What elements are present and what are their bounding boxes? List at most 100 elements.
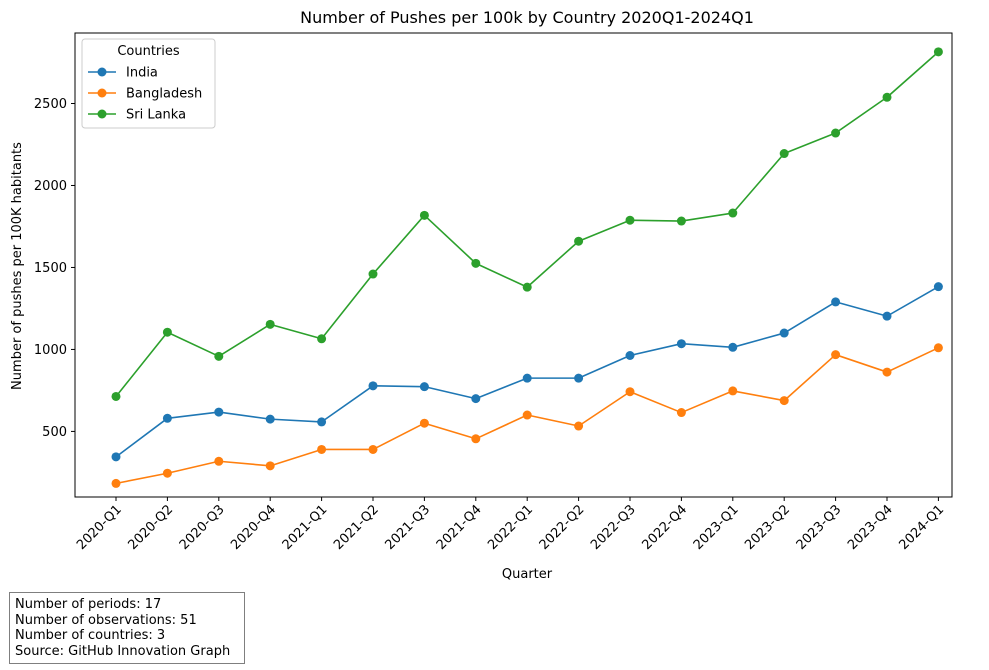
data-point xyxy=(368,381,378,391)
x-tick-label: 2020-Q2 xyxy=(125,502,176,553)
legend-item: India xyxy=(88,66,158,81)
data-point xyxy=(471,258,481,268)
data-point xyxy=(779,149,789,159)
info-line-countries: Number of countries: 3 xyxy=(15,628,166,643)
x-tick-label: 2021-Q2 xyxy=(331,502,382,553)
series-line xyxy=(115,285,939,458)
data-point xyxy=(214,407,224,417)
y-tick-label: 2000 xyxy=(34,179,67,194)
y-tick-label: 500 xyxy=(42,425,67,440)
series-bangladesh xyxy=(111,343,943,488)
x-tick-label: 2023-Q2 xyxy=(742,502,793,553)
data-point xyxy=(522,373,532,383)
legend-marker xyxy=(97,67,107,77)
x-tick-label: 2022-Q2 xyxy=(537,502,588,553)
data-point xyxy=(214,456,224,466)
data-point xyxy=(728,386,738,396)
info-box: Number of periods: 17 Number of observat… xyxy=(9,592,245,664)
data-point xyxy=(676,408,686,418)
data-point xyxy=(625,387,635,397)
x-tick-label: 2023-Q4 xyxy=(845,502,896,553)
data-point xyxy=(111,391,121,401)
series-sri-lanka xyxy=(111,47,943,401)
data-point xyxy=(779,396,789,406)
data-point xyxy=(831,128,841,138)
data-point xyxy=(214,351,224,361)
data-point xyxy=(831,297,841,307)
x-tick-label: 2020-Q4 xyxy=(228,502,279,553)
plot-frame xyxy=(74,32,953,498)
chart-title: Number of Pushes per 100k by Country 202… xyxy=(300,8,754,27)
data-point xyxy=(265,461,275,471)
data-point xyxy=(471,394,481,404)
legend-marker xyxy=(97,88,107,98)
data-point xyxy=(779,328,789,338)
data-point xyxy=(368,269,378,279)
x-tick-label: 2023-Q1 xyxy=(691,502,742,553)
legend-label: Sri Lanka xyxy=(126,108,186,123)
x-tick-label: 2020-Q3 xyxy=(177,502,228,553)
x-tick-label: 2021-Q4 xyxy=(434,502,485,553)
data-point xyxy=(933,282,943,292)
x-tick-label: 2023-Q3 xyxy=(794,502,845,553)
series-line xyxy=(115,51,939,397)
legend-label: India xyxy=(126,66,158,81)
legend-item: Bangladesh xyxy=(88,87,202,102)
data-point xyxy=(933,47,943,57)
legend-item: Sri Lanka xyxy=(88,108,186,123)
data-point xyxy=(111,452,121,462)
data-point xyxy=(162,327,172,337)
data-point xyxy=(162,413,172,423)
data-point xyxy=(265,319,275,329)
series-india xyxy=(111,282,943,462)
data-point xyxy=(111,478,121,488)
data-point xyxy=(625,351,635,361)
x-tick-label: 2022-Q1 xyxy=(485,502,536,553)
data-point xyxy=(471,434,481,444)
x-tick-label: 2021-Q3 xyxy=(382,502,433,553)
data-point xyxy=(882,367,892,377)
x-tick-label: 2024-Q1 xyxy=(896,502,947,553)
data-point xyxy=(676,216,686,226)
info-line-source: Source: GitHub Innovation Graph xyxy=(15,643,231,659)
data-point xyxy=(162,468,172,478)
data-point xyxy=(831,350,841,360)
data-point xyxy=(522,410,532,420)
data-point xyxy=(317,334,327,344)
data-point xyxy=(882,311,892,321)
x-tick-label: 2021-Q1 xyxy=(280,502,331,553)
data-point xyxy=(419,382,429,392)
data-point xyxy=(317,417,327,427)
x-tick-label: 2022-Q4 xyxy=(639,502,690,553)
data-point xyxy=(676,339,686,349)
data-point xyxy=(419,418,429,428)
x-tick-label: 2022-Q3 xyxy=(588,502,639,553)
data-point xyxy=(574,421,584,431)
data-point xyxy=(933,343,943,353)
data-point xyxy=(728,342,738,352)
data-point xyxy=(625,215,635,225)
y-tick-label: 1500 xyxy=(34,261,67,276)
info-line-observations: Number of observations: 51 xyxy=(15,612,197,628)
y-tick-label: 1000 xyxy=(34,343,67,358)
data-point xyxy=(522,282,532,292)
data-point xyxy=(728,208,738,218)
y-tick-label: 2500 xyxy=(34,97,67,112)
data-point xyxy=(882,92,892,102)
info-line-periods: Number of periods: 17 xyxy=(15,597,162,612)
y-axis-label: Number of pushes per 100K habitants xyxy=(10,142,25,390)
legend-title: Countries xyxy=(117,44,180,59)
data-point xyxy=(317,444,327,454)
data-point xyxy=(574,373,584,383)
legend-label: Bangladesh xyxy=(126,87,202,102)
data-point xyxy=(265,414,275,424)
x-axis-label: Quarter xyxy=(502,567,553,582)
data-point xyxy=(419,210,429,220)
legend: Countries India Bangladesh Sri Lanka xyxy=(81,38,216,129)
legend-marker xyxy=(97,109,107,119)
legend-box xyxy=(81,38,216,129)
data-point xyxy=(368,444,378,454)
data-point xyxy=(574,236,584,246)
x-tick-label: 2020-Q1 xyxy=(74,502,125,553)
